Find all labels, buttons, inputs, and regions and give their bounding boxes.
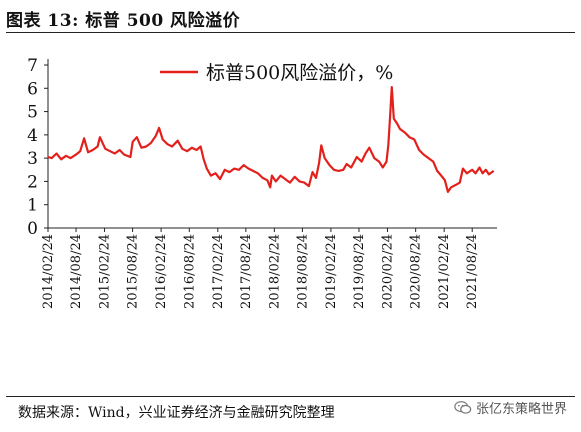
- y-tick-label: 3: [27, 149, 38, 169]
- x-tick-label: 2014/08/24: [69, 234, 84, 309]
- y-tick-label: 5: [27, 103, 38, 123]
- title-bar: 图表 13: 标普 500 风险溢价: [6, 6, 575, 32]
- x-tick-label: 2020/02/24: [380, 234, 395, 309]
- x-tick-label: 2015/02/24: [98, 234, 113, 309]
- x-tick-label: 2018/02/24: [267, 234, 282, 309]
- footer-divider: [6, 396, 575, 397]
- x-tick-label: 2017/08/24: [239, 234, 254, 309]
- y-tick-label: 4: [27, 126, 38, 146]
- chart-title: 图表 13: 标普 500 风险溢价: [6, 11, 241, 31]
- x-tick-label: 2017/02/24: [211, 234, 226, 309]
- x-tick-label: 2021/08/24: [465, 234, 480, 309]
- x-tick-label: 2014/02/24: [41, 234, 56, 309]
- y-tick-label: 1: [27, 196, 38, 216]
- x-tick-label: 2015/08/24: [126, 234, 141, 309]
- y-tick-label: 0: [27, 219, 38, 239]
- x-tick-label: 2021/02/24: [437, 234, 452, 309]
- x-tick-label: 2016/08/24: [182, 234, 197, 309]
- x-tick-label: 2016/02/24: [154, 234, 169, 309]
- x-tick-label: 2018/08/24: [295, 234, 310, 309]
- watermark-text: 张亿东策略世界: [475, 402, 567, 417]
- watermark: 张亿东策略世界: [454, 398, 567, 417]
- x-tick-label: 2019/02/24: [324, 234, 339, 309]
- x-tick-label: 2019/08/24: [352, 234, 367, 309]
- legend-label: 标普500风险溢价，%: [206, 62, 393, 84]
- y-tick-label: 6: [27, 79, 38, 99]
- wechat-icon: [454, 401, 472, 414]
- title-divider: [6, 32, 575, 33]
- y-tick-label: 2: [27, 172, 38, 192]
- series-line: [47, 85, 495, 193]
- x-tick-label: 2020/08/24: [409, 234, 424, 309]
- source-note: 数据来源：Wind，兴业证券经济与金融研究院整理: [18, 405, 335, 421]
- y-tick-label: 7: [27, 56, 38, 76]
- line-chart: 0 1 2 3 4 5 6 7 2014/02/24 2014/08/24 2015/02/24 20…: [27, 56, 497, 309]
